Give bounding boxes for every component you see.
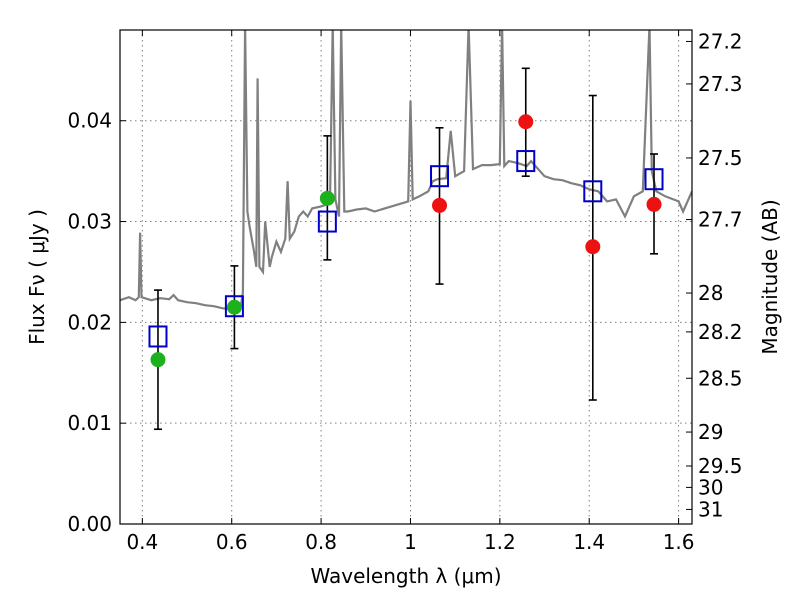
observed-point-red [432, 197, 448, 213]
y-tick-label: 0.02 [67, 310, 112, 334]
x-tick-label: 1.6 [663, 530, 695, 554]
model-band-square [644, 168, 664, 191]
y2-tick-label: 31 [698, 497, 723, 521]
y-tick-label: 0.03 [67, 210, 112, 234]
observed-point-green [319, 190, 335, 206]
y2-tick-label: 29.5 [698, 454, 743, 478]
y2-tick-label: 28.5 [698, 366, 743, 390]
x-tick-label: 1 [404, 530, 417, 554]
y2-tick-label: 28.2 [698, 320, 743, 344]
model-band-square [224, 295, 244, 318]
observed-point-green [150, 352, 166, 368]
y2-tick-label: 27.7 [698, 208, 743, 232]
model-band-square [583, 180, 603, 203]
y-axis-label: Flux Fν ( μJy ) [25, 209, 49, 345]
y2-tick-label: 29 [698, 420, 723, 444]
y2-tick-label: 27.2 [698, 29, 743, 53]
observed-point-red [518, 114, 534, 130]
plot-frame [119, 29, 693, 525]
y2-axis-label: Magnitude (AB) [758, 199, 782, 354]
model-spectrum-line [120, 30, 692, 311]
observed-points [150, 114, 662, 368]
x-axis-ticks: 0.4 0.6 0.8 1 1.2 1.4 1.6 [126, 30, 695, 554]
y2-tick-label: 27.5 [698, 146, 743, 170]
y2-tick-label: 30 [698, 475, 723, 499]
model-band-squares [148, 150, 664, 348]
x-tick-label: 0.8 [305, 530, 337, 554]
x-axis-label: Wavelength λ (μm) [310, 564, 501, 588]
plot-area [120, 30, 692, 431]
y-tick-label: 0.00 [67, 512, 112, 536]
model-band-square [516, 150, 536, 173]
observed-point-green [226, 299, 242, 315]
x-tick-label: 1.4 [573, 530, 605, 554]
model-band-square [148, 325, 168, 348]
y2-tick-label: 27.3 [698, 72, 743, 96]
grid-lines [120, 30, 692, 525]
y2-tick-label: 28 [698, 281, 723, 305]
y-axis-ticks: 0.00 0.01 0.02 0.03 0.04 [67, 109, 126, 536]
model-band-square [317, 210, 337, 233]
error-bars [153, 67, 659, 431]
x-tick-label: 1.2 [484, 530, 516, 554]
y-tick-label: 0.04 [67, 109, 112, 133]
observed-point-red [646, 196, 662, 212]
model-band-square [430, 165, 450, 188]
x-tick-label: 0.4 [126, 530, 158, 554]
observed-point-red [585, 239, 601, 255]
x-tick-label: 0.6 [216, 530, 248, 554]
y-tick-label: 0.01 [67, 411, 112, 435]
